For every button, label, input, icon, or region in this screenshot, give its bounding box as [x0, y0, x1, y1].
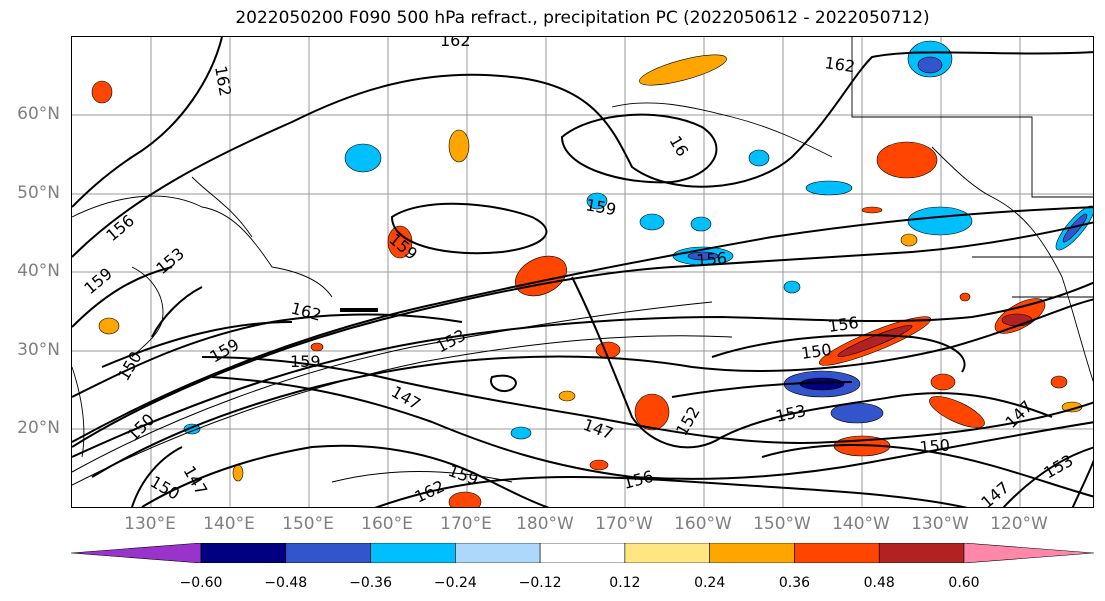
colorbar-tick-label: 0.36	[778, 575, 811, 591]
contour-label: 156	[102, 211, 138, 245]
colorbar-tick-label: −0.48	[264, 575, 308, 591]
contour-label: 159	[446, 461, 481, 489]
colorbar-tick-label: −0.36	[349, 575, 392, 591]
contour-label: 162	[412, 476, 448, 506]
colorbar-tick-label: −0.24	[433, 575, 477, 591]
colorbar-segment	[539, 543, 626, 563]
contour-label: 156	[621, 467, 655, 493]
contour-label: 159	[290, 352, 321, 371]
contour-label: 147	[180, 463, 212, 499]
contour-label: 16	[666, 133, 693, 160]
lon-label: 170°W	[595, 514, 653, 534]
colorbar-segment	[285, 543, 371, 563]
colorbar-tick-label: 0.60	[948, 575, 980, 591]
lon-label: 120°W	[990, 514, 1048, 534]
precip-shading	[91, 40, 1093, 507]
colorbar-segment	[624, 543, 710, 563]
lon-label: 170°E	[440, 514, 492, 534]
lon-label: 160°W	[674, 514, 732, 534]
colorbar-segment	[963, 543, 1095, 563]
contour-label: 150	[147, 472, 183, 504]
contour-label: 156	[827, 313, 860, 336]
contour-label: 162	[211, 64, 235, 97]
lon-label: 140°E	[203, 514, 255, 534]
colorbar-segment	[71, 543, 202, 563]
lon-label: 160°E	[361, 514, 413, 534]
lat-label: 60°N	[17, 104, 60, 124]
map-title: 2022050200 F090 500 hPa refract., precip…	[235, 8, 930, 28]
lon-label: 180°W	[516, 514, 574, 534]
colorbar-tick-label: −0.60	[179, 575, 223, 591]
contour-label: 156	[696, 248, 728, 270]
colorbar-tick-label: 0.12	[609, 575, 641, 591]
colorbar	[71, 543, 1095, 563]
colorbar-segment	[200, 543, 287, 563]
contour-label: 153	[774, 401, 808, 426]
colorbar-tick-label: 0.24	[694, 575, 726, 591]
contour-label: 159	[584, 195, 617, 219]
map-panel: 162 162 162 16 159 159 159 156 153 162 1…	[71, 36, 1094, 508]
contour-lines-thin	[72, 301, 733, 486]
lon-label: 130°E	[124, 514, 176, 534]
contour-label: 162	[823, 53, 856, 76]
contour-label: 152	[672, 403, 704, 439]
contour-label: 153	[152, 244, 188, 278]
map-canvas: 162 162 162 16 159 159 159 156 153 162 1…	[72, 37, 1093, 507]
contour-lines	[72, 37, 1093, 507]
colorbar-segment	[794, 543, 880, 563]
colorbar-tick-label: −0.12	[518, 575, 562, 591]
contour-label: 153	[433, 325, 469, 356]
contour-label: 162	[440, 37, 471, 50]
lat-label: 50°N	[17, 183, 60, 203]
lat-label: 30°N	[17, 340, 60, 360]
colorbar-segment	[455, 543, 541, 563]
contour-label: 150	[800, 340, 833, 363]
contour-label: 150	[114, 348, 146, 384]
contour-label: 150	[919, 435, 951, 457]
lon-label: 130°W	[911, 514, 969, 534]
colorbar-segment	[709, 543, 795, 563]
colorbar-segment	[370, 543, 456, 563]
contour-label: 159	[80, 264, 116, 298]
contour-label: 159	[207, 335, 243, 367]
lat-label: 20°N	[17, 418, 60, 438]
lat-label: 40°N	[17, 261, 60, 281]
lon-label: 150°W	[753, 514, 811, 534]
contour-label: 162	[289, 299, 323, 325]
jet-marker	[340, 308, 378, 312]
lon-label: 140°W	[832, 514, 890, 534]
lon-label: 150°E	[282, 514, 334, 534]
contour-label: 147	[581, 415, 616, 443]
colorbar-tick-label: 0.48	[863, 575, 895, 591]
colorbar-segment	[878, 543, 965, 563]
